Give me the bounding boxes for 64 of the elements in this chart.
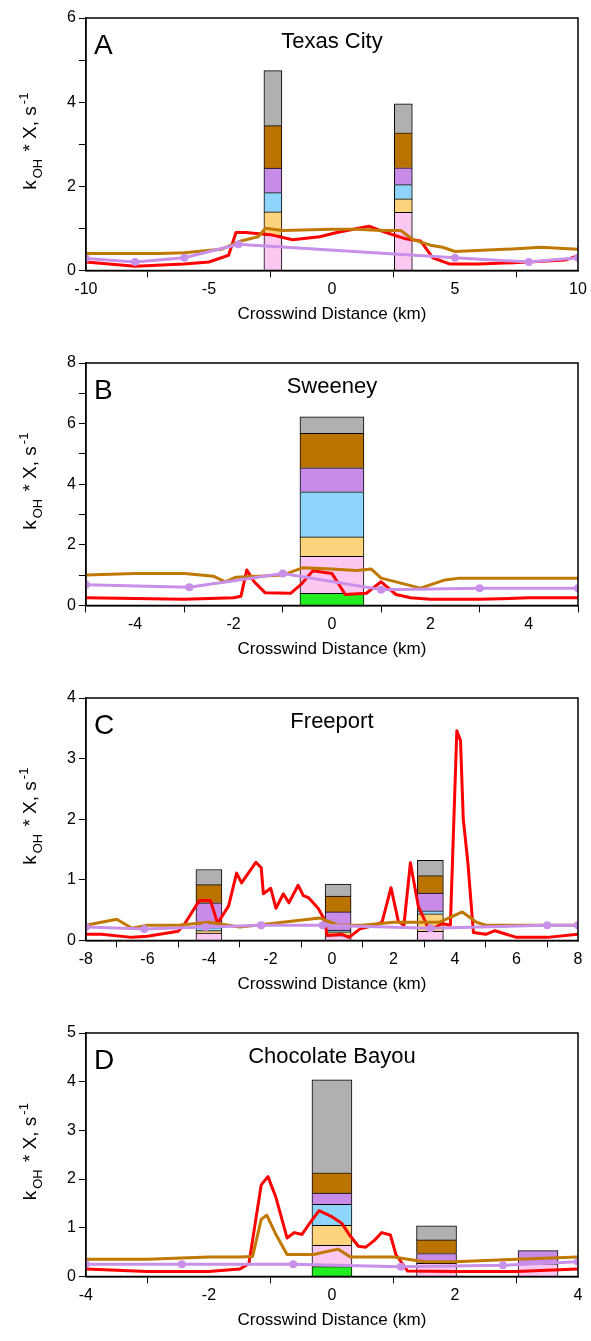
annotation: A: [93, 29, 113, 60]
text: Chocolate Bayou: [248, 1043, 416, 1068]
annotation: D: [93, 1044, 115, 1075]
x-tick-label: 2: [425, 615, 435, 633]
y-tick-label: 8: [66, 353, 76, 371]
x-tick-label: -4: [201, 950, 217, 968]
y-tick-label: 1: [66, 1218, 76, 1236]
y-tick-label: 0: [66, 595, 76, 613]
x-axis-title: Crosswind Distance (km): [237, 304, 427, 324]
y-axis-title: kOH * X, s-1: [16, 767, 45, 865]
x-tick-label: 5: [450, 280, 460, 298]
y-tick-label: 2: [66, 1169, 76, 1187]
y-tick-label: 3: [66, 1120, 76, 1138]
annotation: C: [93, 709, 115, 740]
y-tick-label: 4: [66, 1072, 76, 1090]
point: [278, 569, 287, 578]
chart-title: Texas City: [281, 28, 383, 53]
x-tick-label: -2: [201, 1286, 217, 1304]
x-tick-label: 2: [389, 950, 399, 968]
x-tick-label: 0: [327, 1286, 337, 1304]
x-tick-label: 4: [573, 1286, 583, 1304]
x-tick-label: 0: [327, 615, 337, 633]
y-tick-label: 6: [66, 414, 76, 432]
annotation: B: [93, 374, 113, 405]
y-axis-title: kOH * X, s-1: [16, 432, 45, 530]
y-axis-title: kOH * X, s-1: [16, 1103, 45, 1201]
y-tick-label: 6: [66, 8, 76, 26]
x-tick-label: 4: [450, 950, 460, 968]
x-tick-label: -2: [226, 615, 241, 633]
y-tick-label: 4: [66, 474, 76, 492]
x-axis-title: Crosswind Distance (km): [237, 974, 427, 994]
y-tick-label: 2: [66, 535, 76, 553]
point: [377, 585, 386, 594]
y-tick-label: 3: [66, 749, 76, 767]
x-tick-label: 4: [524, 615, 534, 633]
x-tick-label: -4: [127, 615, 143, 633]
x-tick-label: 2: [450, 1286, 460, 1304]
x-tick-label: -6: [140, 950, 155, 968]
x-tick-label: -4: [78, 1286, 94, 1304]
x-tick-label: -2: [263, 950, 278, 968]
x-axis-title: Crosswind Distance (km): [237, 639, 427, 659]
point: [475, 584, 484, 593]
x-tick-label: -5: [201, 280, 217, 298]
x-tick-label: 10: [569, 280, 587, 298]
y-tick-label: 2: [66, 809, 76, 827]
y-tick-label: 4: [66, 92, 76, 110]
y-tick-label: 5: [66, 1023, 76, 1041]
y-tick-label: 1: [66, 870, 76, 888]
text: Sweeney: [286, 373, 378, 398]
text: Freeport: [290, 708, 374, 733]
y-tick-label: 0: [66, 1266, 76, 1284]
x-axis-title: Crosswind Distance (km): [237, 1310, 427, 1330]
x-tick-label: -8: [78, 950, 94, 968]
y-axis-title: kOH * X, s-1: [16, 92, 45, 190]
x-tick-label: 0: [327, 280, 337, 298]
x-tick-label: 8: [573, 950, 583, 968]
y-tick-label: 4: [66, 688, 76, 706]
y-tick-label: 2: [66, 176, 76, 194]
y-tick-label: 0: [66, 260, 76, 278]
x-tick-label: 6: [512, 950, 522, 968]
y-tick-label: 0: [66, 930, 76, 948]
x-tick-label: -10: [74, 280, 98, 298]
point: [185, 583, 194, 592]
x-tick-label: 0: [327, 950, 337, 968]
